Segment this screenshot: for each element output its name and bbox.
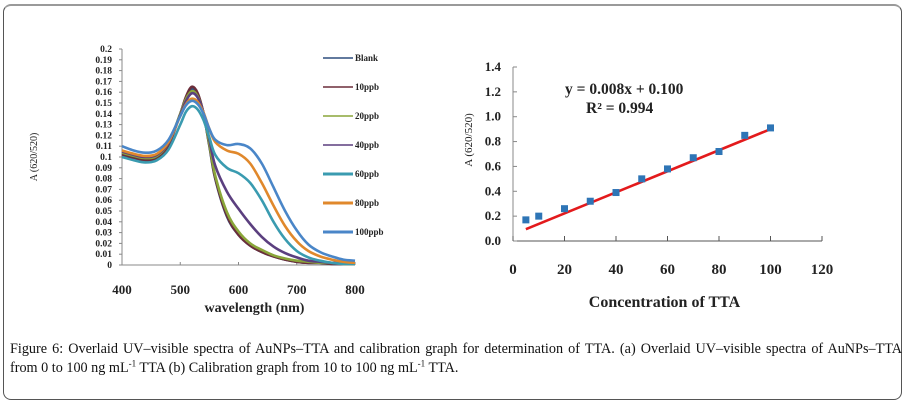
x-tick-label: 60 — [660, 262, 675, 278]
x-tick-label: 0 — [509, 262, 517, 278]
y-tick-label: 0.02 — [95, 239, 112, 249]
y-tick-label: 0 — [107, 261, 112, 271]
y-tick-label: 0.6 — [485, 158, 502, 173]
y-tick-label: 1.4 — [485, 59, 502, 74]
data-point — [638, 175, 646, 183]
data-point — [741, 131, 749, 139]
y-tick-label: 0.11 — [96, 142, 112, 152]
x-tick-label: 700 — [287, 282, 307, 297]
caption-sup-2: -1 — [417, 358, 426, 369]
legend-label: Blank — [355, 53, 378, 63]
y-tick-label: 0.03 — [95, 229, 112, 239]
y-tick-label: 0.8 — [485, 134, 502, 149]
y-tick-label: 0.19 — [95, 56, 112, 66]
x-tick-label: 120 — [811, 262, 834, 278]
y-axis-title: A (620/520) — [463, 113, 475, 167]
x-axis-title: wavelength (nm) — [205, 301, 305, 316]
data-point — [535, 212, 543, 220]
legend-label: 40ppb — [355, 140, 379, 150]
y-tick-label: 0.2 — [485, 208, 501, 223]
series-line-100ppb — [121, 99, 356, 262]
y-tick-label: 0.14 — [95, 110, 112, 120]
data-point — [612, 189, 620, 197]
series-line-60ppb — [121, 104, 356, 266]
y-tick-label: 1.0 — [485, 109, 501, 124]
x-axis-title: Concentration of TTA — [589, 294, 741, 311]
x-tick-label: 600 — [229, 282, 249, 297]
y-tick-label: 0.09 — [95, 164, 112, 174]
legend-label: 80ppb — [355, 198, 379, 208]
data-point — [715, 148, 723, 156]
caption-text-2: TTA (b) Calibration graph from 10 to 100… — [136, 360, 418, 376]
x-tick-label: 100 — [759, 262, 782, 278]
y-tick-label: 0.4 — [485, 183, 502, 198]
y-tick-label: 0.07 — [95, 185, 112, 195]
calibration-chart: 0.0 0.2 0.4 0.6 0.8 1.0 1.2 1.4 0 20 40 60 80 100 120 C… — [463, 59, 834, 311]
x-tick-label: 40 — [609, 262, 624, 278]
y-tick-label: 0.05 — [95, 207, 112, 217]
figure-frame — [3, 4, 902, 400]
data-point — [689, 154, 697, 162]
legend-label: 20ppb — [355, 111, 379, 121]
y-tick-label: 0.06 — [95, 196, 112, 206]
x-tick-label: 800 — [345, 282, 365, 297]
figure-label: Figure 6: — [10, 341, 64, 357]
y-tick-label: 0.16 — [95, 88, 112, 98]
y-tick-label: 1.2 — [485, 84, 501, 99]
y-tick-label: 0.12 — [95, 131, 112, 141]
trendline — [525, 127, 771, 231]
legend-label: 10ppb — [355, 82, 379, 92]
data-point — [767, 124, 774, 132]
y-tick-label: 0.08 — [95, 175, 112, 185]
y-tick-label: 0.13 — [95, 121, 112, 131]
uv-vis-spectra-chart: 00.010.020.030.040.050.060.070.080.090.1… — [29, 45, 384, 316]
caption-text-3: TTA. — [425, 360, 459, 376]
series-line-80ppb — [121, 97, 356, 265]
r-squared-label: R² = 0.994 — [586, 100, 654, 117]
y-tick-label: 0.0 — [485, 233, 501, 248]
regression-equation: y = 0.008x + 0.100 — [565, 81, 684, 98]
caption-sup-1: -1 — [128, 358, 137, 369]
y-tick-label: 0.1 — [100, 153, 112, 163]
figure-caption: Figure 6: Overlaid UV–visible spectra of… — [10, 340, 902, 378]
y-tick-label: 0.2 — [100, 45, 112, 55]
legend-label: 100ppb — [355, 227, 384, 237]
x-tick-label: 80 — [712, 262, 727, 278]
y-tick-label: 0.01 — [95, 250, 112, 260]
y-tick-label: 0.17 — [95, 77, 112, 87]
x-tick-label: 500 — [171, 282, 191, 297]
caption-text-1: Overlaid UV–visible spectra of AuNPs–TTA… — [10, 341, 902, 376]
data-point — [664, 165, 671, 173]
y-tick-label: 0.18 — [95, 67, 112, 77]
data-point — [561, 205, 568, 213]
data-point — [522, 216, 530, 224]
y-tick-label: 0.15 — [95, 99, 112, 109]
data-point — [586, 197, 594, 205]
x-tick-label: 400 — [112, 282, 132, 297]
legend-label: 60ppb — [355, 169, 379, 179]
x-tick-label: 20 — [557, 262, 572, 278]
y-axis-title: A (620/520) — [29, 133, 40, 182]
y-tick-label: 0.04 — [95, 218, 112, 228]
